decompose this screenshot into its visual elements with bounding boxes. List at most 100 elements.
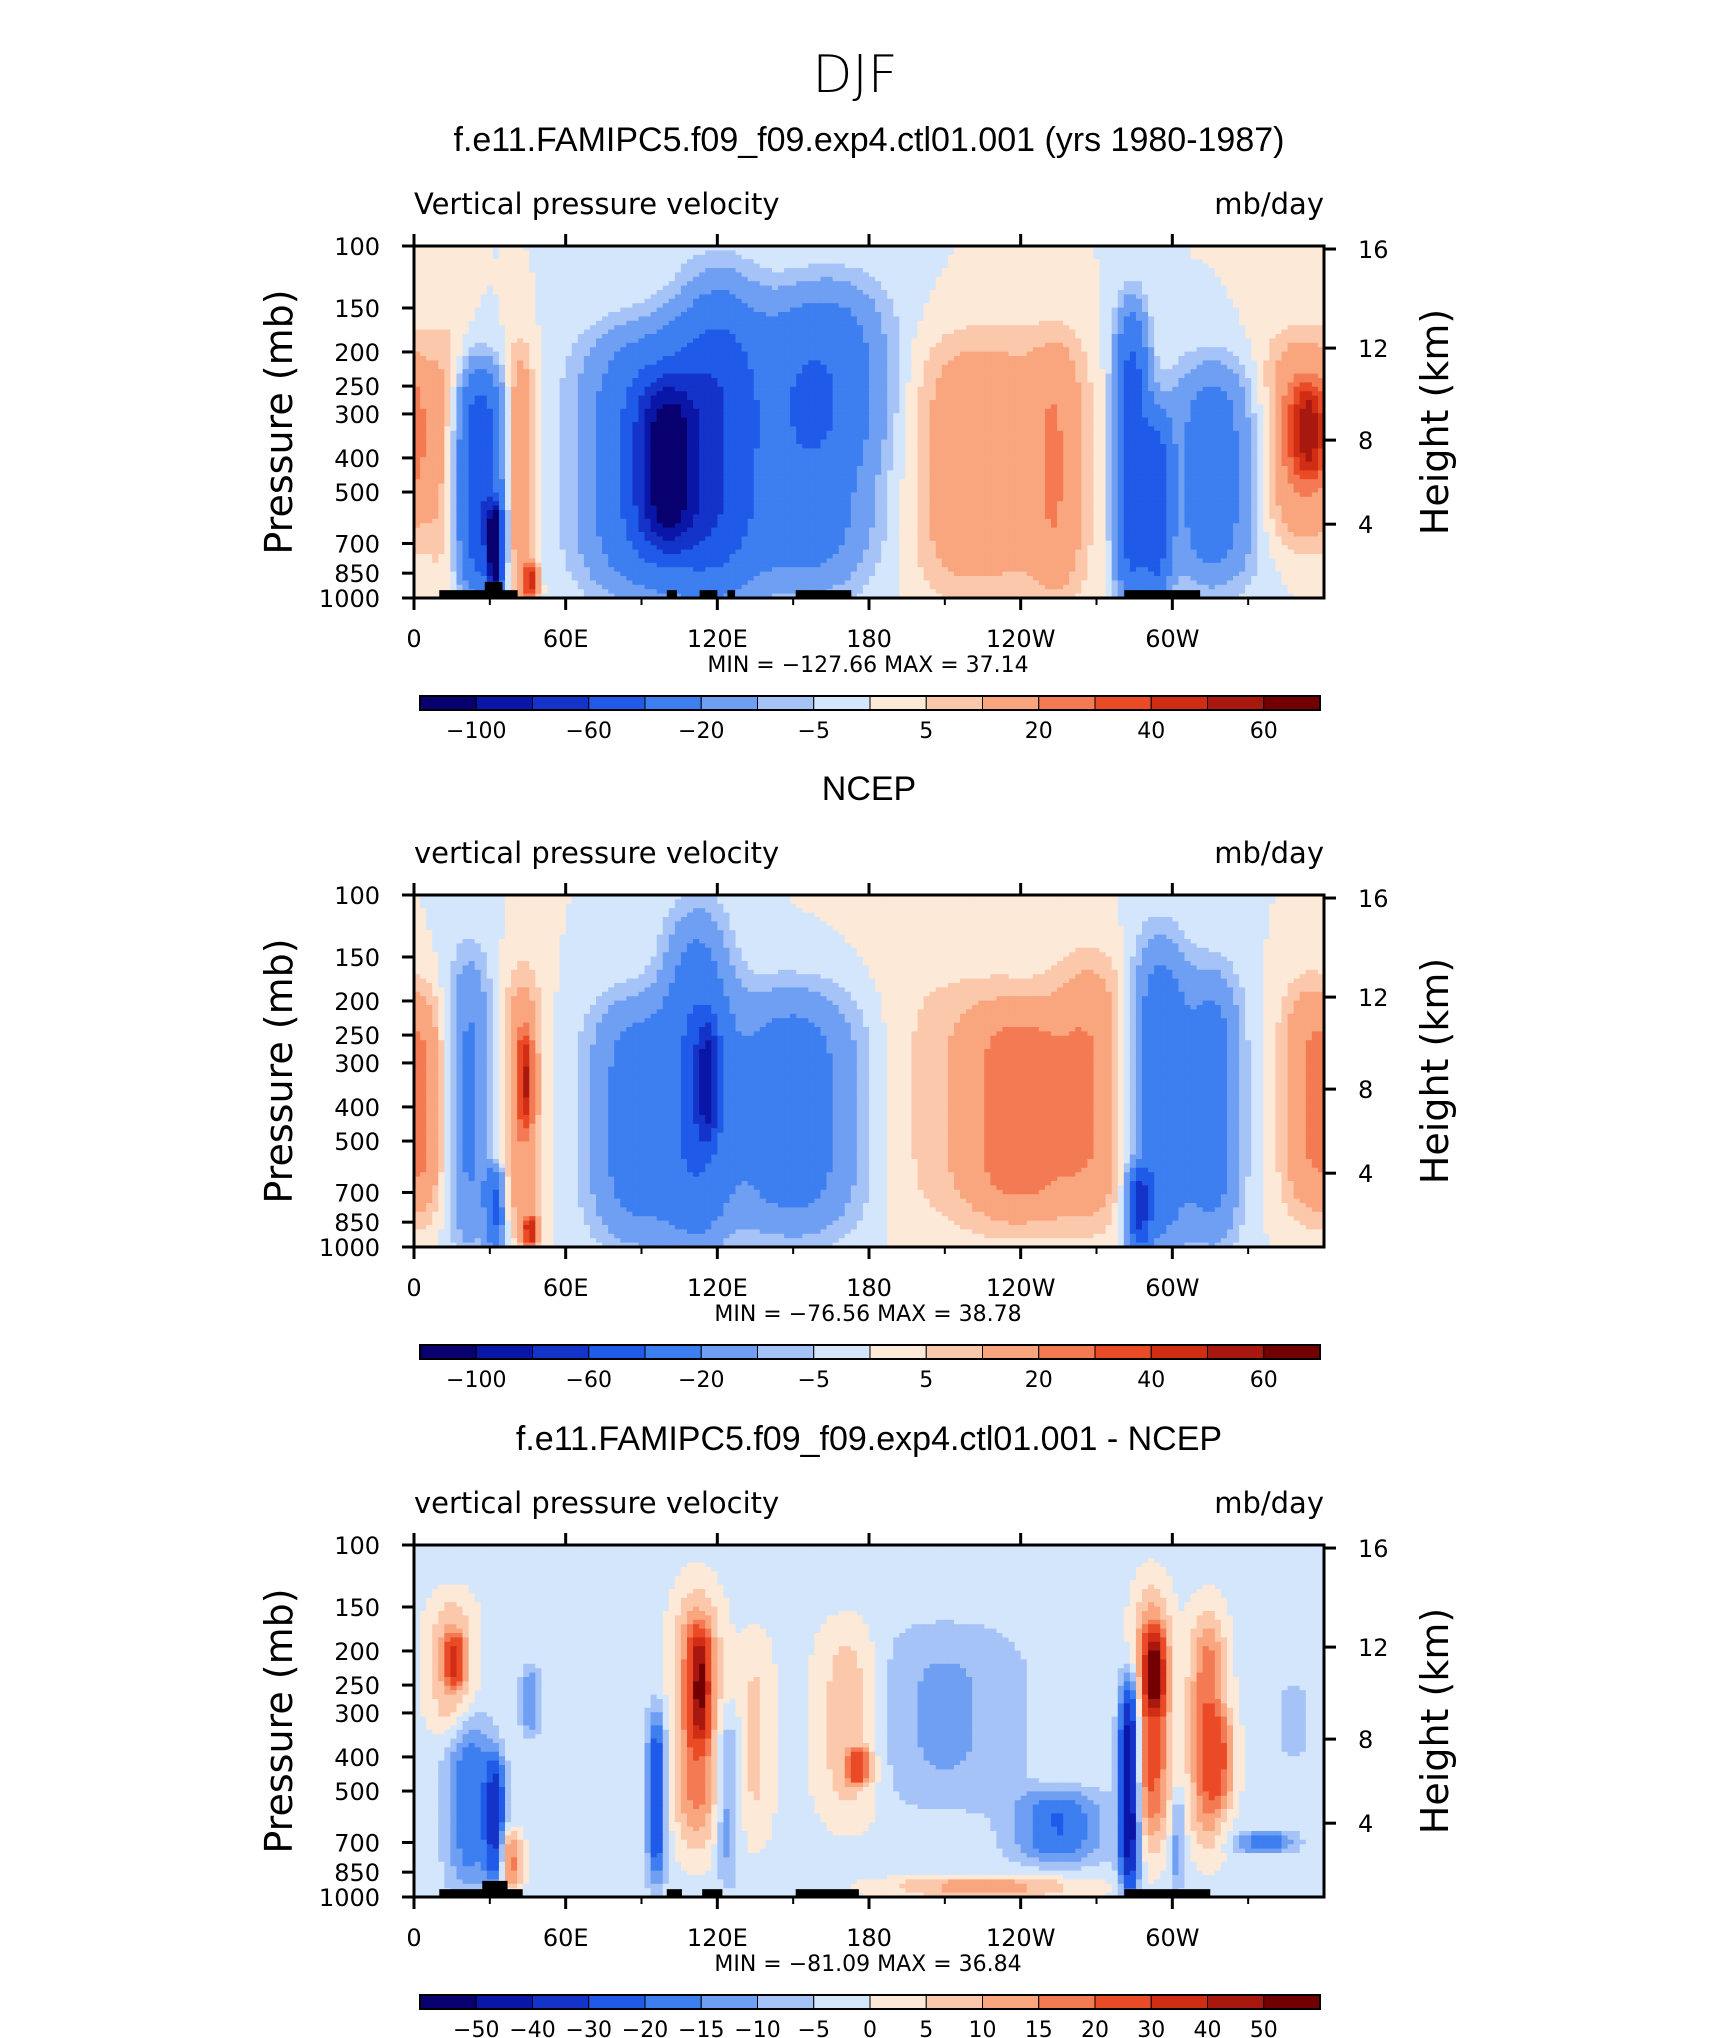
y-tick-label: 100 bbox=[334, 233, 380, 261]
colorbar-swatch bbox=[475, 1994, 533, 2010]
variable-label: Vertical pressure velocity bbox=[414, 187, 780, 221]
y-tick-label: 200 bbox=[334, 1638, 380, 1666]
contour-field bbox=[414, 1545, 1324, 1897]
colorbar-swatch bbox=[1094, 695, 1152, 711]
x-tick-label: 0 bbox=[406, 1924, 421, 1952]
topography-mask bbox=[1124, 590, 1201, 598]
x-tick-label: 120W bbox=[986, 1274, 1056, 1302]
colorbar-label: −5 bbox=[798, 719, 830, 744]
panel-title: f.e11.FAMIPC5.f09_f09.exp4.ctl01.001 (yr… bbox=[454, 121, 1285, 159]
colorbar-swatch bbox=[1094, 1344, 1152, 1360]
panel-title: NCEP bbox=[822, 770, 916, 808]
colorbar-swatch bbox=[1150, 1344, 1208, 1360]
topography-mask bbox=[482, 1880, 508, 1897]
y-tick-label: 850 bbox=[334, 1859, 380, 1887]
y-tick-label: 850 bbox=[334, 560, 380, 588]
colorbar-label: 50 bbox=[1250, 2018, 1278, 2038]
colorbar-label: 40 bbox=[1137, 719, 1165, 744]
colorbar-swatch bbox=[1207, 1994, 1265, 2010]
x-tick-label: 0 bbox=[406, 625, 421, 653]
colorbar-swatch bbox=[869, 695, 927, 711]
x-tick-label: 60E bbox=[543, 625, 589, 653]
x-tick-label: 120W bbox=[986, 1924, 1056, 1952]
y-axis-title: Pressure (mb) bbox=[257, 1588, 301, 1853]
colorbar-label: 5 bbox=[919, 1368, 933, 1393]
colorbar: −100 −60 −20 −5 5 20 40 60 bbox=[419, 1344, 1321, 1393]
y-tick-label: 250 bbox=[334, 1022, 380, 1050]
colorbar-swatch bbox=[869, 1344, 927, 1360]
colorbar: −100 −60 −20 −5 5 20 40 60 bbox=[419, 695, 1321, 744]
colorbar-label: 40 bbox=[1137, 1368, 1165, 1393]
colorbar-swatch bbox=[1038, 1344, 1096, 1360]
contour-field bbox=[414, 895, 1324, 1247]
colorbar-swatch bbox=[588, 695, 646, 711]
colorbar-swatch bbox=[700, 1994, 758, 2010]
colorbar-swatch bbox=[1207, 695, 1265, 711]
panel-p3: f.e11.FAMIPC5.f09_f09.exp4.ctl01.001 - N… bbox=[257, 1420, 1457, 2038]
y2-tick-label: 12 bbox=[1358, 984, 1389, 1012]
y-tick-label: 150 bbox=[334, 295, 380, 323]
y-tick-label: 400 bbox=[334, 1744, 380, 1772]
colorbar-label: 5 bbox=[919, 2018, 933, 2038]
colorbar-swatch bbox=[757, 1344, 815, 1360]
colorbar-swatch bbox=[813, 1344, 871, 1360]
y-tick-label: 850 bbox=[334, 1209, 380, 1237]
colorbar-label: 10 bbox=[969, 2018, 997, 2038]
x-tick-label: 180 bbox=[846, 1924, 892, 1952]
colorbar-swatch bbox=[700, 695, 758, 711]
colorbar-swatch bbox=[1150, 1994, 1208, 2010]
colorbar-label: −20 bbox=[622, 2018, 668, 2038]
y-tick-label: 400 bbox=[334, 445, 380, 473]
y-tick-label: 700 bbox=[334, 530, 380, 558]
x-tick-label: 60E bbox=[543, 1274, 589, 1302]
colorbar-swatch bbox=[869, 1994, 927, 2010]
colorbar-label: 40 bbox=[1194, 2018, 1222, 2038]
colorbar-swatch bbox=[1038, 695, 1096, 711]
topography-mask bbox=[699, 590, 718, 598]
y-tick-label: 300 bbox=[334, 1700, 380, 1728]
y-tick-label: 300 bbox=[334, 1050, 380, 1078]
y-tick-label: 200 bbox=[334, 339, 380, 367]
y-axis-title: Pressure (mb) bbox=[257, 938, 301, 1203]
y-tick-label: 100 bbox=[334, 1532, 380, 1560]
topography-mask bbox=[439, 1889, 523, 1897]
variable-label: vertical pressure velocity bbox=[414, 1486, 779, 1520]
colorbar-swatch bbox=[532, 1994, 590, 2010]
colorbar-label: −30 bbox=[566, 2018, 612, 2038]
y2-tick-label: 8 bbox=[1358, 1076, 1373, 1104]
colorbar-swatch bbox=[757, 695, 815, 711]
y-tick-label: 500 bbox=[334, 479, 380, 507]
colorbar-label: 15 bbox=[1025, 2018, 1053, 2038]
x-tick-label: 60W bbox=[1145, 1924, 1199, 1952]
y-tick-label: 250 bbox=[334, 373, 380, 401]
y-tick-label: 250 bbox=[334, 1672, 380, 1700]
y2-tick-label: 4 bbox=[1358, 1160, 1373, 1188]
topography-mask bbox=[484, 581, 503, 598]
panel-title: f.e11.FAMIPC5.f09_f09.exp4.ctl01.001 - N… bbox=[516, 1420, 1222, 1458]
colorbar-swatch bbox=[532, 695, 590, 711]
min-max-stats: MIN = −81.09 MAX = 36.84 bbox=[714, 1952, 1021, 1977]
y2-tick-label: 4 bbox=[1358, 511, 1373, 539]
colorbar-swatch bbox=[532, 1344, 590, 1360]
colorbar-label: −40 bbox=[509, 2018, 555, 2038]
colorbar-swatch bbox=[475, 695, 533, 711]
colorbar-swatch bbox=[925, 695, 983, 711]
colorbar-swatch bbox=[982, 695, 1040, 711]
colorbar-label: 60 bbox=[1250, 719, 1278, 744]
colorbar-swatch bbox=[1263, 1344, 1321, 1360]
topography-mask bbox=[795, 1889, 859, 1897]
colorbar-swatch bbox=[1207, 1344, 1265, 1360]
colorbar-label: −5 bbox=[798, 2018, 830, 2038]
min-max-stats: MIN = −127.66 MAX = 37.14 bbox=[707, 653, 1028, 678]
y-tick-label: 1000 bbox=[319, 1234, 380, 1262]
x-tick-label: 180 bbox=[846, 625, 892, 653]
colorbar-label: −20 bbox=[678, 1368, 724, 1393]
colorbar-label: 30 bbox=[1137, 2018, 1165, 2038]
x-tick-label: 120E bbox=[687, 1924, 748, 1952]
contour-field bbox=[414, 246, 1324, 598]
y-tick-label: 400 bbox=[334, 1094, 380, 1122]
colorbar-swatch bbox=[1150, 695, 1208, 711]
colorbar-label: −20 bbox=[678, 719, 724, 744]
x-tick-label: 60W bbox=[1145, 1274, 1199, 1302]
